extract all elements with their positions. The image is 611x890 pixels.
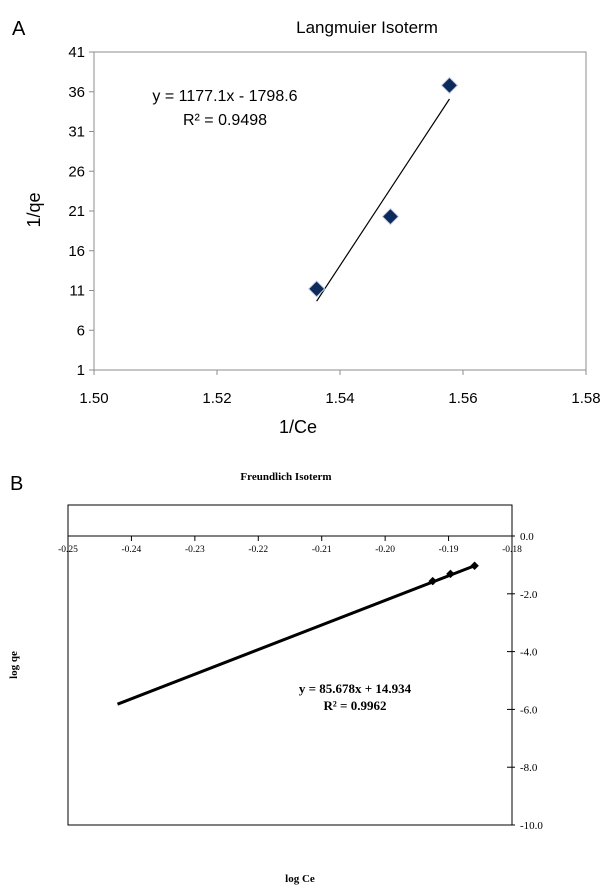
- chart-a-y-tick-label: 16: [68, 243, 85, 260]
- chart-b-fit-line: [116, 564, 476, 706]
- chart-b-x-tick-label: -0.18: [502, 545, 522, 555]
- chart-b-title: Freundlich Isoterm: [240, 471, 331, 483]
- chart-a-ylabel: 1/qe: [24, 192, 44, 227]
- chart-b-x-ticks: -0.25 -0.24 -0.23 -0.22 -0.21 -0.20 -0.19 -0.18: [58, 536, 522, 555]
- chart-a-y-tick-label: 11: [69, 283, 85, 300]
- chart-a-y-tick-label: 26: [68, 163, 85, 180]
- chart-a-point: [381, 207, 400, 226]
- chart-b-points: [428, 561, 479, 586]
- chart-a-r-squared: R² = 0.9498: [183, 112, 267, 129]
- chart-a-point: [307, 280, 326, 298]
- chart-a-x-ticks: 1.50 1.52 1.54 1.56 1.58: [79, 370, 601, 407]
- chart-a-points: [307, 76, 459, 298]
- chart-a-plot-area: [93, 51, 587, 371]
- chart-b-x-tick-label: -0.24: [122, 545, 142, 555]
- chart-b-point: [470, 561, 479, 571]
- chart-b-y-tick-label: -6.0: [520, 704, 538, 716]
- chart-b-xlabel: log Ce: [285, 873, 315, 885]
- chart-b-y-tick-label: 0.0: [520, 531, 534, 543]
- chart-b-y-tick-label: -2.0: [520, 589, 538, 601]
- chart-a-x-tick-label: 1.52: [202, 390, 231, 407]
- panel-label-b: B: [10, 473, 23, 495]
- chart-a-y-tick-label: 41: [68, 44, 85, 61]
- chart-a-trendline: [316, 98, 450, 302]
- chart-b-ylabel: log qe: [8, 651, 20, 679]
- chart-b-x-tick-label: -0.22: [248, 545, 268, 555]
- freundlich-chart: B Freundlich Isoterm -0.25 -0.24 -0.23 -0.2…: [8, 471, 543, 885]
- chart-b-y-tick-label: -8.0: [520, 762, 538, 774]
- chart-a-y-tick-label: 31: [68, 124, 85, 141]
- chart-a-x-tick-label: 1.58: [571, 390, 600, 407]
- chart-a-point: [440, 76, 459, 95]
- chart-a-y-tick-label: 36: [68, 84, 85, 101]
- chart-b-x-tick-label: -0.21: [312, 545, 332, 555]
- chart-a-xlabel: 1/Ce: [279, 417, 317, 437]
- chart-b-point: [428, 576, 438, 586]
- chart-b-point: [446, 569, 455, 579]
- chart-b-x-tick-label: -0.23: [185, 545, 205, 555]
- chart-a-x-tick-label: 1.50: [79, 390, 108, 407]
- chart-b-r-squared: R² = 0.9962: [324, 698, 387, 713]
- chart-b-x-tick-label: -0.19: [439, 545, 459, 555]
- panel-label-a: A: [12, 18, 26, 40]
- chart-a-x-tick-label: 1.56: [448, 390, 477, 407]
- chart-b-y-ticks: 0.0 -2.0 -4.0 -6.0 -8.0 -10.0: [507, 531, 543, 832]
- chart-a-y-tick-label: 21: [68, 203, 85, 220]
- chart-a-equation: y = 1177.1x - 1798.6: [152, 88, 297, 105]
- chart-a-y-tick-label: 1: [77, 362, 85, 379]
- chart-b-equation: y = 85.678x + 14.934: [299, 681, 412, 696]
- chart-a-y-tick-label: 6: [77, 322, 85, 339]
- chart-b-x-tick-label: -0.25: [58, 545, 78, 555]
- chart-b-plot-area: [67, 504, 513, 826]
- chart-b-y-tick-label: -4.0: [520, 647, 538, 659]
- chart-a-x-tick-label: 1.54: [325, 390, 354, 407]
- chart-b-x-tick-label: -0.20: [375, 545, 395, 555]
- chart-b-y-tick-label: -10.0: [520, 820, 543, 832]
- chart-a-title: Langmuier Isoterm: [296, 18, 438, 37]
